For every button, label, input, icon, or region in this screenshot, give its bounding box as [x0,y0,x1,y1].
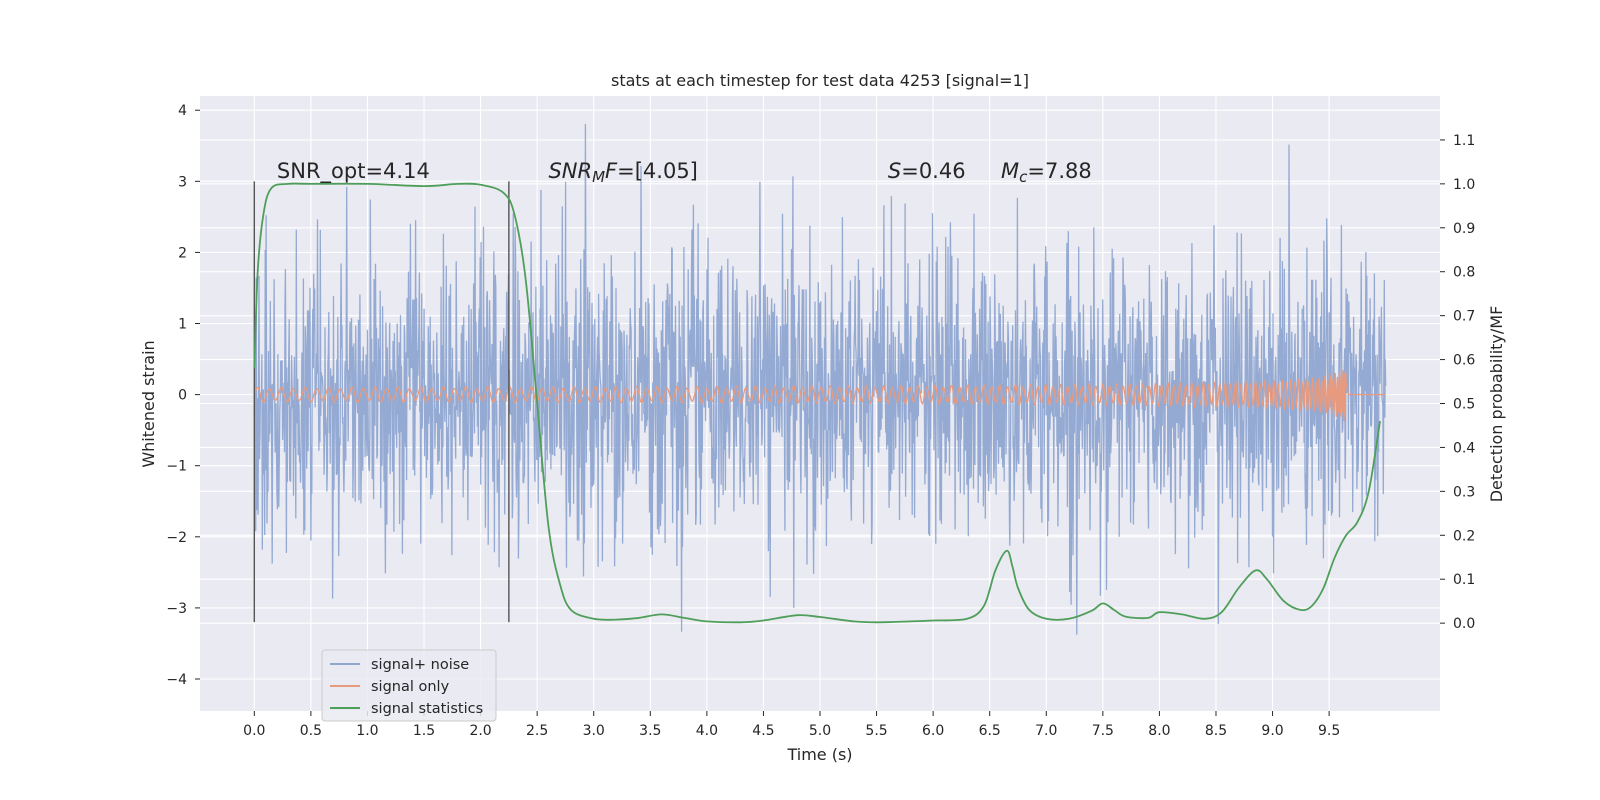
y2-tick-label: 0.1 [1453,572,1475,588]
x-tick-label: 4.0 [696,723,718,739]
y2-axis-label: Detection probability/MF [1487,306,1506,503]
x-tick-label: 6.5 [979,723,1001,739]
legend-label-statistics: signal statistics [371,701,483,717]
x-tick-label: 2.0 [469,723,491,739]
y2-tick-label: 0.9 [1453,221,1475,237]
y-tick-label: 0 [178,388,187,404]
annotations: SNR_opt=4.14 SNRMF=[4.05] S=0.46 Mc=7.88 [277,159,1092,186]
annotation-part: c [1019,168,1028,186]
legend-label-noise: signal+ noise [371,657,469,673]
annotation-0: SNR_opt=4.14 [277,159,430,184]
legend-box [321,649,497,722]
x-tick-label: 6.0 [922,723,944,739]
chart-title: stats at each timestep for test data 425… [611,71,1029,90]
x-tick-label: 7.5 [1092,723,1114,739]
y-tick-label: 4 [178,103,187,119]
annotation-part: M [592,168,605,186]
x-tick-label: 2.5 [526,723,548,739]
annotation-part: =[4.05] [617,159,698,183]
x-tick-label: 9.5 [1318,723,1340,739]
annotation-part: =7.88 [1027,159,1091,183]
annotation-part: S [888,159,901,183]
x-tick-label: 0.5 [300,723,322,739]
x-tick-label: 4.5 [752,723,774,739]
annotation-1: SNRMF=[4.05] [548,159,697,186]
y2-tick-label: 0.2 [1453,528,1475,544]
series-signal-only [253,370,1386,422]
x-tick-label: 0.0 [243,723,265,739]
y2-tick-label: 0.3 [1453,484,1475,500]
x-tick-label: 9.0 [1261,723,1283,739]
y-tick-label: 3 [178,174,187,190]
x-tick-label: 1.5 [413,723,435,739]
x-tick-label: 1.0 [356,723,378,739]
y2-tick-label: 0.7 [1453,309,1475,325]
y-tick-label: 1 [178,317,187,333]
legend-label-signal: signal only [371,679,450,695]
x-tick-label: 5.0 [809,723,831,739]
annotation-part: =0.46 [901,159,965,183]
annotation-part: M [1001,159,1019,183]
y2-tick-label: 0.0 [1453,616,1475,632]
x-tick-label: 7.0 [1035,723,1057,739]
y-tick-label: −3 [166,601,187,617]
annotation-2: S=0.46 [888,159,966,183]
plot-area [253,123,1387,635]
y-axis-label: Whitened strain [139,340,158,467]
y-tick-label: −1 [166,459,187,475]
y-tick-label: −4 [166,672,187,688]
y2-tick-label: 1.1 [1453,133,1475,149]
y-tick-label: 2 [178,245,187,261]
annotation-part: SNR [548,159,592,183]
legend: signal+ noise signal only signal statist… [321,649,497,722]
series-signal-statistics [253,182,1381,624]
x-axis-label: Time (s) [786,745,852,764]
y2-tick-label: 0.4 [1453,440,1475,456]
annotation-3: Mc=7.88 [1001,159,1092,186]
x-tick-label: 8.0 [1148,723,1170,739]
y2-tick-label: 0.6 [1453,353,1475,369]
series-signal-noise [253,123,1387,635]
annotation-part: F [605,159,618,183]
x-tick-label: 3.0 [583,723,605,739]
x-tick-label: 5.5 [865,723,887,739]
x-tick-label: 3.5 [639,723,661,739]
y2-tick-label: 0.5 [1453,397,1475,413]
y2-tick-label: 1.0 [1453,177,1475,193]
y2-tick-label: 0.8 [1453,265,1475,281]
x-tick-label: 8.5 [1205,723,1227,739]
ticks: 0.0 0.5 1.0 1.5 2.0 2.5 3.0 3.5 4.0 4.5 5.0 5.5 6.0 6… [166,103,1475,739]
y-tick-label: −2 [166,530,187,546]
